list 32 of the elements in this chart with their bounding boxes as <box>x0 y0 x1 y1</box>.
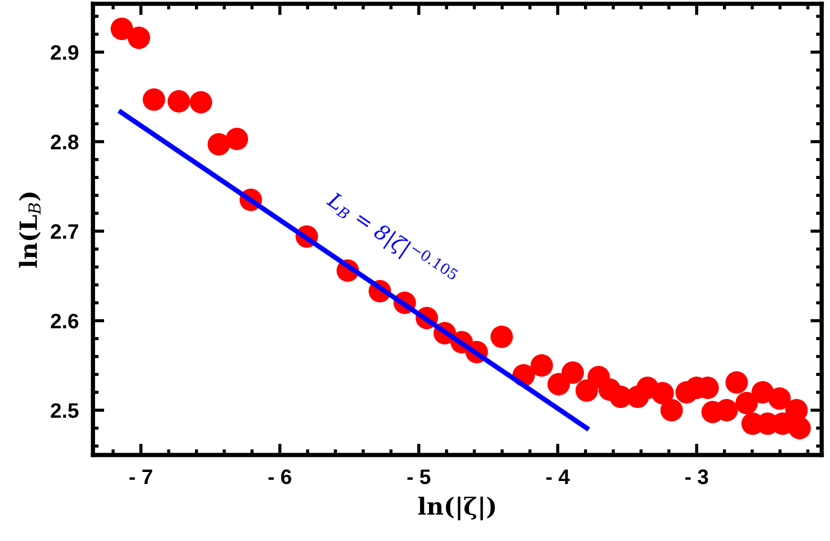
y-tick-label: 2.6 <box>50 314 78 328</box>
x-tick-label: - 4 <box>546 470 570 484</box>
point <box>562 361 584 384</box>
y-tick-label: 2.9 <box>50 45 78 60</box>
y-tick-label: 2.7 <box>50 224 78 239</box>
point <box>490 326 513 348</box>
x-tick-label: - 5 <box>407 470 430 484</box>
point <box>168 90 190 113</box>
point <box>226 128 248 150</box>
x-tick-label: - 7 <box>130 470 152 484</box>
point <box>208 133 230 156</box>
x-tick-label: - 6 <box>268 469 292 484</box>
point <box>128 26 150 50</box>
y-axis-title: ln(L$_{B}$) <box>18 192 41 268</box>
x-axis-title: ln(|ζ|) <box>418 496 495 520</box>
point <box>785 399 808 422</box>
point <box>530 354 553 377</box>
point <box>547 373 570 396</box>
point <box>576 379 598 402</box>
point <box>735 392 758 414</box>
point <box>768 387 791 410</box>
point <box>788 416 811 440</box>
x-tick-label: - 3 <box>685 469 708 484</box>
point <box>651 382 674 404</box>
y-tick-label: 2.8 <box>50 134 78 150</box>
point <box>190 91 212 114</box>
y-tick-label: 2.5 <box>50 403 78 418</box>
annotation: L$_{B}$ = 8|ζ|$^{−0.105}$ <box>323 188 459 291</box>
point <box>660 399 683 422</box>
point <box>142 88 166 111</box>
point <box>725 371 748 394</box>
point <box>110 18 134 40</box>
